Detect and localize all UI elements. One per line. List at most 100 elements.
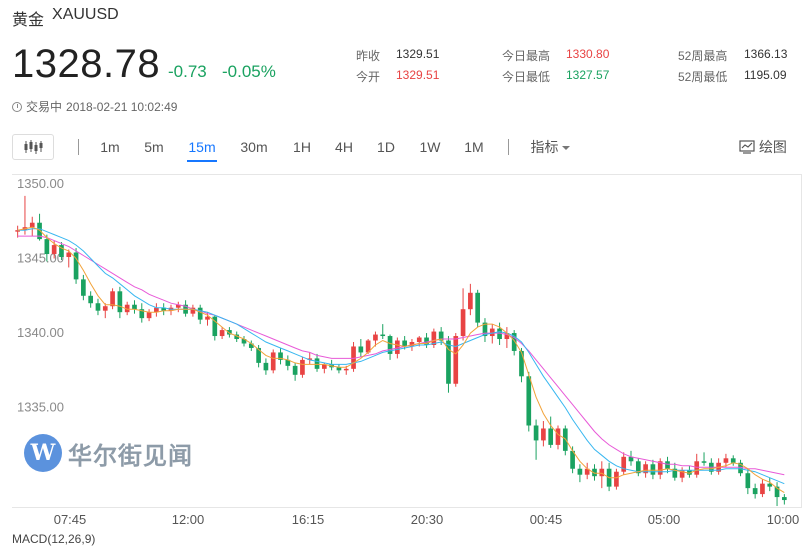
candle-body: [745, 473, 751, 489]
candle-body: [672, 468, 678, 478]
clock-icon: [12, 101, 22, 112]
candle-body: [102, 306, 108, 311]
candle-body: [15, 230, 20, 232]
candlestick-chart: 1350.00 1345.00 1340.00 1335.00: [15, 176, 787, 507]
candle-body: [453, 336, 459, 384]
candle-body: [526, 376, 532, 426]
candle-body: [767, 483, 773, 487]
candle-body: [635, 461, 641, 474]
stat-label: 昨收: [356, 49, 381, 63]
stat-value: 1329.51: [396, 68, 440, 82]
candle-body: [555, 428, 561, 445]
interval-15m[interactable]: 15m: [187, 132, 217, 162]
ma-short-line: [17, 226, 785, 494]
candle-body: [570, 450, 575, 469]
candle-body: [628, 456, 634, 462]
price-change-percent: -0.05%: [222, 62, 276, 81]
candle-body: [29, 222, 35, 228]
indicator-menu[interactable]: 指标: [528, 132, 572, 162]
candle-body: [519, 350, 524, 377]
x-tick: 12:00: [171, 512, 205, 527]
candle-body: [227, 330, 232, 335]
candle-body: [614, 471, 619, 487]
trading-state: 交易中: [26, 100, 63, 114]
macd-label: MACD(12,26,9): [12, 532, 96, 546]
interval-1w[interactable]: 1W: [419, 139, 441, 155]
candle-body: [205, 316, 210, 320]
stat-value: 1195.09: [744, 68, 787, 82]
draw-icon: [739, 140, 755, 154]
interval-4h[interactable]: 4H: [335, 139, 353, 155]
candle-body: [446, 340, 451, 384]
candle-body: [723, 458, 729, 463]
y-tick-label: 1345.00: [17, 251, 64, 266]
candle-body: [314, 358, 320, 369]
x-tick: 07:45: [53, 512, 87, 527]
stat-label: 52周最高: [678, 49, 728, 63]
candle-body: [351, 346, 356, 369]
trading-status: 交易中 2018-02-21 10:02:49: [12, 98, 177, 115]
x-tick: 16:15: [291, 512, 325, 527]
candle-body: [679, 470, 685, 478]
stat-value: 1327.57: [566, 68, 610, 82]
candle-body: [402, 340, 407, 347]
ma-long-line: [17, 235, 785, 476]
candle-body: [548, 428, 554, 445]
candle-body: [774, 486, 780, 498]
quote-time: 2018-02-21 10:02:49: [66, 99, 178, 114]
candle-body: [358, 346, 364, 353]
candle-body: [460, 309, 466, 337]
interval-1m[interactable]: 1m: [100, 139, 120, 155]
x-tick: 20:30: [410, 512, 444, 527]
stat-52w-high: 52周最高 1366.13: [678, 47, 787, 64]
chart-toolbar: 1m 5m 15m 30m 1H 4H 1D 1W 1M 指标 绘图: [12, 132, 797, 162]
candle-body: [263, 362, 269, 371]
stat-day-low: 今日最低 1327.57: [502, 68, 609, 85]
candle-body: [285, 359, 291, 366]
candle-body: [373, 334, 378, 341]
interval-30m[interactable]: 30m: [240, 139, 268, 155]
x-tick: 05:00: [647, 512, 681, 527]
candle-body: [511, 333, 517, 351]
interval-1mo[interactable]: 1M: [464, 139, 484, 155]
interval-1h[interactable]: 1H: [293, 139, 311, 155]
candle-body: [687, 470, 692, 475]
candle-body: [665, 461, 670, 469]
candle-body: [336, 367, 342, 371]
chart-type-button[interactable]: [12, 134, 54, 160]
interval-1d[interactable]: 1D: [377, 139, 395, 155]
candle-body: [577, 468, 583, 475]
toolbar-divider: [508, 139, 509, 155]
candle-body: [256, 347, 261, 363]
indicator-label: 指标: [530, 139, 559, 155]
candle-body: [117, 291, 123, 313]
candle-body: [438, 331, 444, 341]
instrument-name: 黄金: [12, 12, 45, 29]
candle-body: [533, 425, 539, 441]
candle-body: [300, 359, 305, 375]
candle-body: [270, 352, 276, 371]
stat-label: 今开: [356, 70, 381, 84]
candle-body: [307, 358, 313, 360]
candle-body: [44, 239, 50, 255]
x-tick: 10:00: [766, 512, 800, 527]
candle-body: [234, 334, 240, 340]
candle-body: [497, 328, 502, 340]
candle-body: [621, 456, 627, 472]
watermark: W 华尔街见闻: [24, 434, 193, 472]
toolbar-divider: [78, 139, 79, 155]
candle-body: [657, 461, 663, 475]
candle-body: [504, 333, 510, 340]
price-chart[interactable]: 1350.00 1345.00 1340.00 1335.00: [12, 174, 802, 508]
candle-body: [248, 343, 254, 348]
stat-label: 今日最高: [502, 49, 551, 63]
interval-5m[interactable]: 5m: [144, 139, 164, 155]
candle-body: [387, 336, 393, 354]
stat-label: 52周最低: [678, 70, 728, 84]
draw-button[interactable]: 绘图: [732, 132, 794, 162]
candle-body: [139, 309, 145, 319]
y-tick-label: 1335.00: [17, 400, 64, 415]
candle-body: [782, 497, 787, 501]
candle-body: [161, 307, 167, 311]
stat-value: 1329.51: [396, 47, 440, 61]
